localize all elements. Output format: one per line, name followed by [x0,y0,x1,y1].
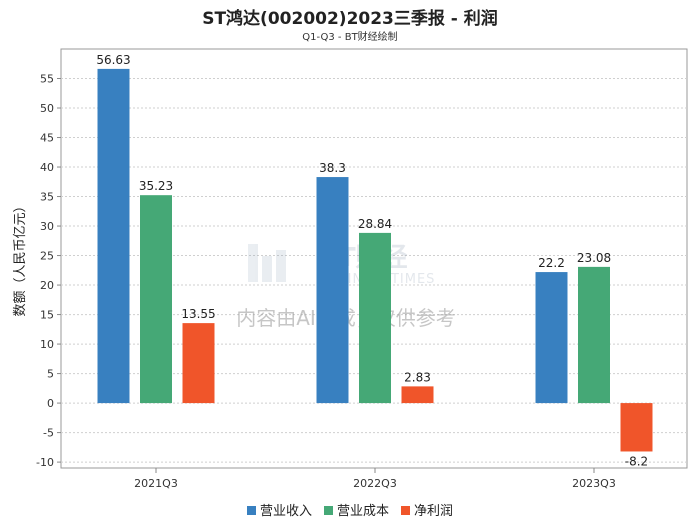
data-label: 2.83 [404,370,431,384]
legend-item: 营业收入 [246,500,312,519]
bar-2022Q3-营业成本 [359,232,391,404]
legend: 营业收入 营业成本 净利润 [0,500,700,519]
x-tick-label: 2023Q3 [572,477,616,490]
y-tick-label: 15 [40,309,54,322]
data-label: 13.55 [181,307,215,321]
y-tick-label: 35 [40,191,54,204]
y-tick-label: 20 [40,279,54,292]
y-tick-label: 40 [40,161,54,174]
bar-2023Q3-营业收入 [535,272,568,404]
bar-2021Q3-营业成本 [140,195,172,404]
bars [97,68,653,452]
bar-2023Q3-营业成本 [578,266,610,404]
y-axis: -10 -5 0 5 10 15 20 25 30 35 40 45 50 55 [36,73,61,469]
data-label: 23.08 [577,251,611,265]
y-tick-label: 30 [40,220,54,233]
watermark-logo-bar [262,256,272,282]
x-tick-label: 2021Q3 [134,477,178,490]
data-label: 35.23 [139,179,173,193]
y-axis-label: 数额（人民币亿元） [13,199,28,316]
legend-label: 营业成本 [336,504,389,519]
x-tick-label: 2022Q3 [353,477,397,490]
y-tick-label: 5 [47,368,54,381]
chart-title: ST鸿达(002002)2023三季报 - 利润 [202,9,498,29]
bar-2021Q3-净利润 [182,323,215,404]
data-label: -8.2 [625,454,648,468]
watermark-logo-bar [276,250,286,282]
y-tick-label: 10 [40,338,54,351]
y-tick-label: 0 [47,397,54,410]
data-labels: 56.63 38.3 22.2 35.23 28.84 23.08 13.55 2.83 -8.… [96,53,648,469]
chart-subtitle: Q1-Q3 - BT财经绘制 [302,32,398,43]
legend-swatch [323,506,333,515]
legend-label: 净利润 [414,504,454,519]
legend-label: 营业收入 [259,504,312,519]
data-label: 38.3 [319,161,346,175]
watermark-logo-bar [248,244,258,282]
bar-2022Q3-营业收入 [316,177,349,404]
data-label: 56.63 [96,53,130,67]
legend-item: 营业成本 [323,500,389,519]
y-tick-label: 45 [40,132,54,145]
bar-2023Q3-净利润 [620,403,653,452]
legend-swatch [401,506,410,515]
y-tick-label: -10 [36,456,54,469]
y-tick-label: 55 [40,73,54,86]
data-label: 22.2 [538,256,565,270]
x-axis: 2021Q3 2022Q3 2023Q3 [134,468,616,490]
bar-2022Q3-净利润 [401,386,434,404]
bar-2021Q3-营业收入 [97,68,130,404]
y-tick-label: 25 [40,250,54,263]
legend-item: 净利润 [401,500,453,519]
legend-swatch [246,506,256,515]
y-tick-label: -5 [43,427,54,440]
data-label: 28.84 [358,217,392,231]
y-tick-label: 50 [40,102,54,115]
